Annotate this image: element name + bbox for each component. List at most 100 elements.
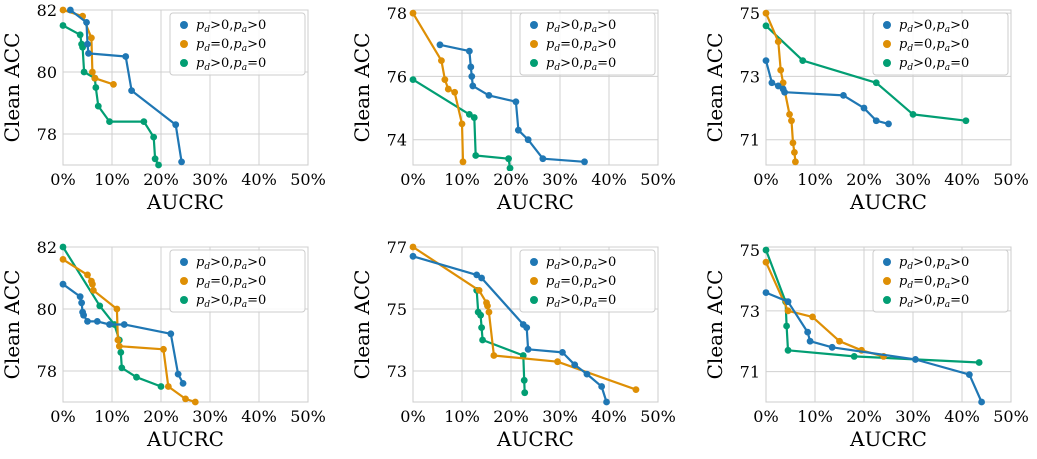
chart-panel-4: 0% 10% 20% 30% 40% 50% 78 80 82 AUCRC Clean ACC pd>… — [0, 238, 326, 451]
legend-box — [169, 249, 306, 313]
data-point-series-3 — [521, 389, 529, 397]
data-point-series-3 — [118, 364, 126, 372]
data-point-series-1 — [524, 345, 532, 353]
data-point-series-3 — [762, 246, 770, 254]
data-point-series-2 — [110, 81, 117, 88]
data-point-series-1 — [762, 57, 770, 65]
data-point-series-2 — [182, 395, 189, 403]
data-point-series-1 — [860, 104, 868, 112]
data-point-series-1 — [768, 79, 776, 87]
data-point-series-2 — [409, 243, 417, 251]
y-tick-label: 75 — [740, 4, 760, 23]
data-point-series-3 — [909, 110, 917, 118]
data-point-series-3 — [106, 118, 113, 125]
y-tick-label: 78 — [37, 125, 57, 144]
data-point-series-1 — [468, 73, 476, 80]
legend-marker-1 — [530, 21, 538, 29]
y-tick-label: 82 — [37, 238, 57, 257]
x-tick-label: 50% — [640, 407, 676, 426]
data-point-series-3 — [409, 76, 417, 83]
x-tick-label: 40% — [241, 170, 277, 189]
data-point-series-1 — [80, 311, 87, 319]
x-tick-label: 20% — [846, 407, 882, 426]
chart-panel-6: 0% 10% 20% 30% 40% 50% 71 73 75 AUCRC Clean ACC pd>… — [703, 241, 1029, 451]
x-axis-label: AUCRC — [849, 427, 927, 451]
data-point-series-1 — [583, 370, 591, 378]
series-layer — [409, 9, 588, 171]
data-point-series-3 — [140, 118, 148, 125]
legend-marker-3 — [883, 59, 891, 67]
data-point-series-3 — [151, 155, 159, 163]
x-tick-label: 30% — [542, 407, 578, 426]
x-tick-label: 30% — [895, 407, 931, 426]
y-tick-label: 71 — [740, 363, 760, 382]
data-point-series-3 — [799, 57, 807, 65]
data-point-series-1 — [603, 398, 610, 406]
data-point-series-1 — [172, 121, 180, 129]
data-point-series-2 — [191, 398, 199, 406]
x-tick-label: 10% — [94, 170, 130, 189]
data-point-series-1 — [806, 337, 814, 345]
legend-marker-1 — [883, 21, 891, 29]
legend-marker-3 — [180, 296, 188, 304]
x-tick-label: 20% — [143, 407, 179, 426]
x-axis-label: AUCRC — [849, 190, 927, 214]
x-axis-label: AUCRC — [146, 190, 224, 214]
x-tick-label: 30% — [192, 170, 228, 189]
data-point-series-1 — [78, 299, 86, 307]
data-point-series-2 — [164, 383, 172, 390]
y-tick-label: 80 — [37, 300, 57, 319]
data-point-series-3 — [472, 152, 480, 159]
data-point-series-1 — [465, 47, 473, 55]
data-point-series-1 — [840, 92, 847, 99]
y-tick-label: 73 — [740, 67, 760, 86]
data-point-series-1 — [514, 126, 522, 134]
y-tick-label: 73 — [740, 302, 760, 321]
data-point-series-1 — [174, 370, 182, 378]
legend-marker-3 — [530, 296, 538, 304]
legend-label-3-2: pd=0,pa>0 — [899, 37, 969, 54]
x-tick-label: 20% — [143, 170, 179, 189]
data-point-series-1 — [120, 321, 128, 328]
data-point-series-1 — [409, 252, 417, 260]
legend-label-6-3: pd>0,pa=0 — [899, 293, 969, 310]
data-point-series-2 — [784, 307, 792, 315]
data-point-series-2 — [89, 280, 96, 288]
data-point-series-2 — [762, 258, 770, 266]
data-point-series-3 — [117, 349, 125, 356]
legend-label-1-2: pd=0,pa>0 — [196, 37, 266, 54]
data-point-series-3 — [505, 155, 512, 163]
data-point-series-2 — [59, 6, 67, 14]
series-layer — [762, 9, 970, 166]
data-point-series-3 — [465, 110, 473, 118]
x-tick-label: 0% — [400, 170, 425, 189]
legend-label-5-1: pd>0,pa>0 — [546, 255, 616, 272]
data-point-series-1 — [93, 318, 101, 325]
data-point-series-3 — [59, 243, 67, 251]
x-tick-label: 20% — [493, 407, 529, 426]
data-point-series-1 — [76, 293, 84, 300]
data-point-series-1 — [84, 318, 91, 325]
data-point-series-3 — [506, 164, 514, 171]
legend-label-2-3: pd>0,pa=0 — [546, 56, 616, 73]
legend: pd>0,pa>0 pd=0,pa>0 pd>0,pa=0 — [519, 249, 656, 313]
data-point-series-1 — [784, 298, 792, 306]
legend: pd>0,pa>0 pd=0,pa>0 pd>0,pa=0 — [169, 249, 306, 313]
data-point-series-3 — [92, 84, 100, 91]
data-point-series-2 — [779, 79, 787, 87]
y-tick-label: 74 — [387, 131, 407, 150]
data-point-series-1 — [872, 117, 880, 125]
data-point-series-2 — [484, 302, 491, 310]
series-layer — [409, 243, 640, 406]
y-tick-label: 73 — [387, 362, 407, 381]
data-point-series-1 — [559, 349, 566, 356]
legend-marker-1 — [180, 21, 188, 29]
data-point-series-1 — [523, 324, 531, 331]
legend: pd>0,pa>0 pd=0,pa>0 pd>0,pa=0 — [872, 249, 1009, 313]
y-tick-label: 78 — [387, 4, 407, 23]
data-point-series-2 — [777, 66, 785, 74]
data-point-series-3 — [155, 161, 162, 169]
data-point-series-2 — [485, 308, 493, 316]
x-tick-label: 50% — [993, 407, 1029, 426]
legend: pd>0,pa>0 pd=0,pa>0 pd>0,pa=0 — [872, 12, 1009, 76]
